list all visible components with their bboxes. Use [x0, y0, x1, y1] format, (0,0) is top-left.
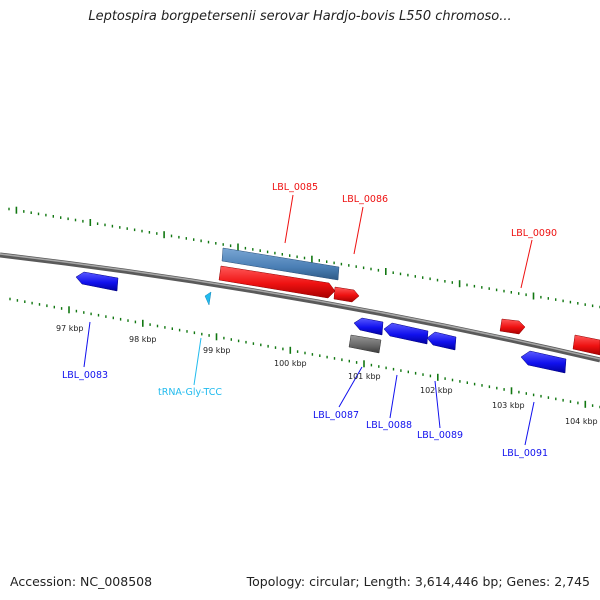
leader-line-trna — [193, 337, 202, 386]
gene-lbl-0090[interactable] — [499, 318, 526, 335]
gene-label-lbl-0085[interactable]: LBL_0085 — [272, 182, 318, 193]
gene-lbl-0087[interactable] — [353, 317, 384, 336]
gene-lbl-0092[interactable] — [572, 334, 600, 356]
accession-text: Accession: NC_008508 — [10, 574, 153, 589]
gene-label-lbl-0088[interactable]: LBL_0088 — [366, 420, 412, 431]
scale-label-97: 97 kbp — [56, 324, 84, 333]
leader-line-lbl-0085 — [284, 194, 294, 244]
topology-summary-text: Topology: circular; Length: 3,614,446 bp… — [246, 574, 590, 589]
span-feature[interactable] — [221, 247, 340, 281]
scale-label-99: 99 kbp — [203, 346, 231, 355]
leader-line-lbl-0089 — [434, 380, 441, 429]
gene-label-lbl-0086[interactable]: LBL_0086 — [342, 194, 388, 205]
reverse-tick-track — [9, 297, 600, 409]
leader-line-lbl-0088 — [389, 374, 398, 419]
leader-line-lbl-0091 — [524, 401, 535, 446]
gene-label-trna-gly-tcc[interactable]: tRNA-Gly-TCC — [158, 387, 222, 398]
gene-label-lbl-0089[interactable]: LBL_0089 — [417, 430, 463, 441]
chromosome-backbone — [0, 252, 600, 363]
gene-label-lbl-0091[interactable]: LBL_0091 — [502, 448, 548, 459]
gene-lbl-0083[interactable] — [75, 271, 119, 292]
scale-label-103: 103 kbp — [492, 401, 525, 410]
leader-line-lbl-0083 — [83, 321, 91, 368]
gene-lbl-0085[interactable] — [218, 265, 336, 299]
map-title: Leptospira borgpetersenii serovar Hardjo… — [88, 9, 512, 24]
leader-line-lbl-0090 — [520, 239, 533, 289]
scale-label-100: 100 kbp — [274, 359, 307, 368]
gene-label-lbl-0083[interactable]: LBL_0083 — [62, 370, 108, 381]
gene-pseudo-gray[interactable] — [348, 334, 382, 354]
gene-lbl-0088[interactable] — [383, 322, 429, 345]
scale-label-98: 98 kbp — [129, 335, 157, 344]
gene-lbl-0091[interactable] — [520, 350, 567, 374]
gene-label-lbl-0087[interactable]: LBL_0087 — [313, 410, 359, 421]
scale-label-101: 101 kbp — [348, 372, 381, 381]
scale-label-102: 102 kbp — [420, 386, 453, 395]
gene-lbl-0086[interactable] — [333, 286, 360, 303]
gene-lbl-0089[interactable] — [426, 331, 457, 351]
leader-line-lbl-0086 — [353, 206, 364, 255]
gene-label-lbl-0090[interactable]: LBL_0090 — [511, 228, 557, 239]
scale-label-104: 104 kbp — [565, 417, 598, 426]
trna-marker[interactable] — [204, 291, 212, 306]
forward-tick-track — [8, 206, 600, 309]
leader-line-lbl-0087 — [338, 366, 363, 408]
